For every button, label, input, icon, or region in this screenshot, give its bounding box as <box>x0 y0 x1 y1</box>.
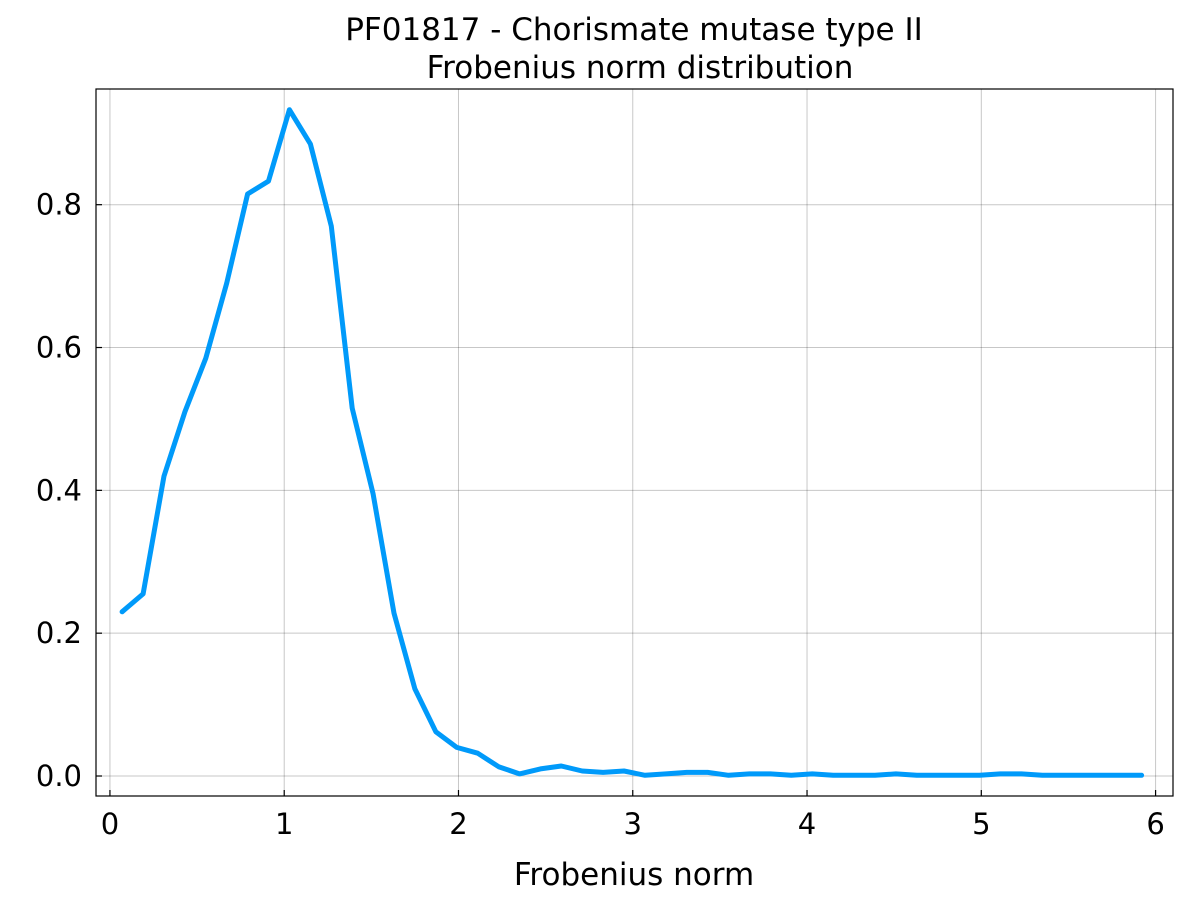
y-tick-label: 0.2 <box>36 616 82 650</box>
x-tick-label: 6 <box>1146 807 1164 841</box>
x-tick-label: 5 <box>972 807 990 841</box>
x-tick-label: 1 <box>275 807 293 841</box>
chart-title-line2: Frobenius norm distribution <box>427 50 854 86</box>
series-line-0 <box>119 107 1145 778</box>
x-tick-label: 2 <box>449 807 467 841</box>
y-tick-label: 0.4 <box>36 473 82 507</box>
x-tick-label: 0 <box>101 807 119 841</box>
grid-layer <box>96 89 1173 796</box>
x-tick-label: 3 <box>624 807 642 841</box>
chart-title-line1: PF01817 - Chorismate mutase type II <box>345 12 923 48</box>
y-tick-label: 0.6 <box>36 331 82 365</box>
x-axis-label: Frobenius norm <box>514 857 754 893</box>
y-tick-label: 0.8 <box>36 188 82 222</box>
series-layer <box>119 107 1145 778</box>
plot-frame <box>95 88 1174 797</box>
x-tick-label: 4 <box>798 807 816 841</box>
y-tick-label: 0.0 <box>36 759 82 793</box>
tick-layer: 0 1 2 3 4 5 6 0.0 0.2 0.4 0.6 0.8 <box>36 188 1165 841</box>
